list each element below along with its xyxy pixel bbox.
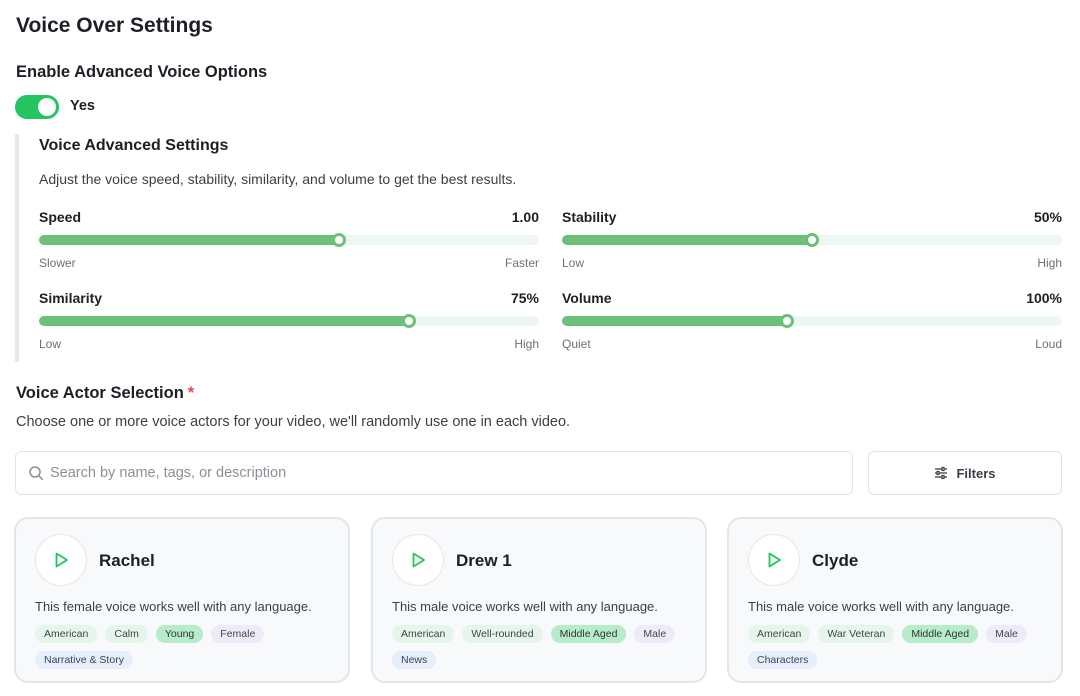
toggle-state-label: Yes xyxy=(70,98,95,114)
slider-fill xyxy=(39,235,339,245)
slider-max-label: Faster xyxy=(504,256,539,270)
voice-tag: Young xyxy=(155,625,204,643)
slider-value: 75% xyxy=(510,290,539,306)
voice-card-rachel[interactable]: Rachel This female voice works well with… xyxy=(14,517,350,683)
slider-min-label: Quiet xyxy=(562,337,591,351)
voice-tag: Well-rounded xyxy=(462,625,543,643)
voice-tag: Male xyxy=(986,625,1027,643)
voice-tag: Middle Aged xyxy=(902,625,979,643)
search-box xyxy=(15,451,853,495)
toggle-knob xyxy=(38,98,56,116)
slider-fill xyxy=(39,316,409,326)
voice-actor-heading-text: Voice Actor Selection xyxy=(16,384,184,402)
voice-tag: Male xyxy=(634,625,676,643)
voice-tag: Female xyxy=(211,625,265,643)
advanced-settings-title: Voice Advanced Settings xyxy=(39,137,229,154)
voice-tags: American Calm Young Female Narrative & S… xyxy=(35,625,335,669)
slider-thumb[interactable] xyxy=(332,233,346,247)
search-icon xyxy=(29,466,44,481)
advanced-options-heading: Enable Advanced Voice Options xyxy=(16,63,268,81)
slider-max-label: Loud xyxy=(1035,337,1062,351)
play-button[interactable] xyxy=(392,534,444,586)
play-button[interactable] xyxy=(748,534,800,586)
advanced-settings-description: Adjust the voice speed, stability, simil… xyxy=(39,171,517,187)
advanced-options-toggle[interactable] xyxy=(15,95,59,119)
stability-slider: Stability 50% Low High xyxy=(562,209,1062,279)
slider-value: 50% xyxy=(1033,209,1062,225)
play-icon xyxy=(768,552,781,568)
voice-tag: American xyxy=(748,625,811,643)
voice-tags: American War Veteran Middle Aged Male Ch… xyxy=(748,625,1048,669)
advanced-settings-panel: Voice Advanced Settings Adjust the voice… xyxy=(15,134,1065,362)
search-input[interactable] xyxy=(50,452,840,494)
slider-max-label: High xyxy=(514,337,539,351)
voice-tag: American xyxy=(35,625,98,643)
volume-slider: Volume 100% Quiet Loud xyxy=(562,290,1062,360)
slider-value: 100% xyxy=(1026,290,1062,306)
voice-actor-heading: Voice Actor Selection * xyxy=(16,384,194,403)
play-icon xyxy=(412,552,425,568)
voice-tag: Characters xyxy=(748,651,818,669)
slider-value: 1.00 xyxy=(511,209,539,225)
play-icon xyxy=(55,552,68,568)
voice-name: Drew 1 xyxy=(456,551,512,570)
voice-description: This male voice works well with any lang… xyxy=(392,599,658,614)
voice-tag: News xyxy=(392,651,437,669)
slider-thumb[interactable] xyxy=(805,233,819,247)
slider-max-label: High xyxy=(1037,256,1062,270)
slider-thumb[interactable] xyxy=(402,314,416,328)
slider-label: Volume xyxy=(562,290,612,306)
voice-name: Rachel xyxy=(99,551,155,570)
slider-min-label: Low xyxy=(562,256,585,270)
slider-track[interactable] xyxy=(39,314,539,328)
voice-card-clyde[interactable]: Clyde This male voice works well with an… xyxy=(727,517,1063,683)
voice-tag: War Veteran xyxy=(818,625,895,643)
required-marker: * xyxy=(187,384,195,402)
similarity-slider: Similarity 75% Low High xyxy=(39,290,539,360)
sliders-icon xyxy=(935,466,948,480)
slider-min-label: Low xyxy=(39,337,62,351)
slider-track[interactable] xyxy=(562,314,1062,328)
voice-name: Clyde xyxy=(812,551,859,570)
voice-tags: American Well-rounded Middle Aged Male N… xyxy=(392,625,692,669)
voice-description: This male voice works well with any lang… xyxy=(748,599,1014,614)
slider-label: Stability xyxy=(562,209,617,225)
speed-slider: Speed 1.00 Slower Faster xyxy=(39,209,539,279)
voice-tag: Narrative & Story xyxy=(35,651,133,669)
voice-description: This female voice works well with any la… xyxy=(35,599,312,614)
voice-tag: Middle Aged xyxy=(550,625,627,643)
slider-min-label: Slower xyxy=(39,256,76,270)
slider-label: Speed xyxy=(39,209,82,225)
voice-card-drew-1[interactable]: Drew 1 This male voice works well with a… xyxy=(371,517,707,683)
filters-button[interactable]: Filters xyxy=(868,451,1062,495)
page-title: Voice Over Settings xyxy=(16,14,213,37)
voice-actor-description: Choose one or more voice actors for your… xyxy=(16,414,571,430)
slider-thumb[interactable] xyxy=(780,314,794,328)
slider-fill xyxy=(562,235,812,245)
filters-label: Filters xyxy=(956,465,996,481)
voice-tag: American xyxy=(392,625,455,643)
voice-tag: Calm xyxy=(105,625,148,643)
slider-label: Similarity xyxy=(39,290,103,306)
play-button[interactable] xyxy=(35,534,87,586)
slider-track[interactable] xyxy=(39,233,539,247)
slider-track[interactable] xyxy=(562,233,1062,247)
slider-fill xyxy=(562,316,787,326)
